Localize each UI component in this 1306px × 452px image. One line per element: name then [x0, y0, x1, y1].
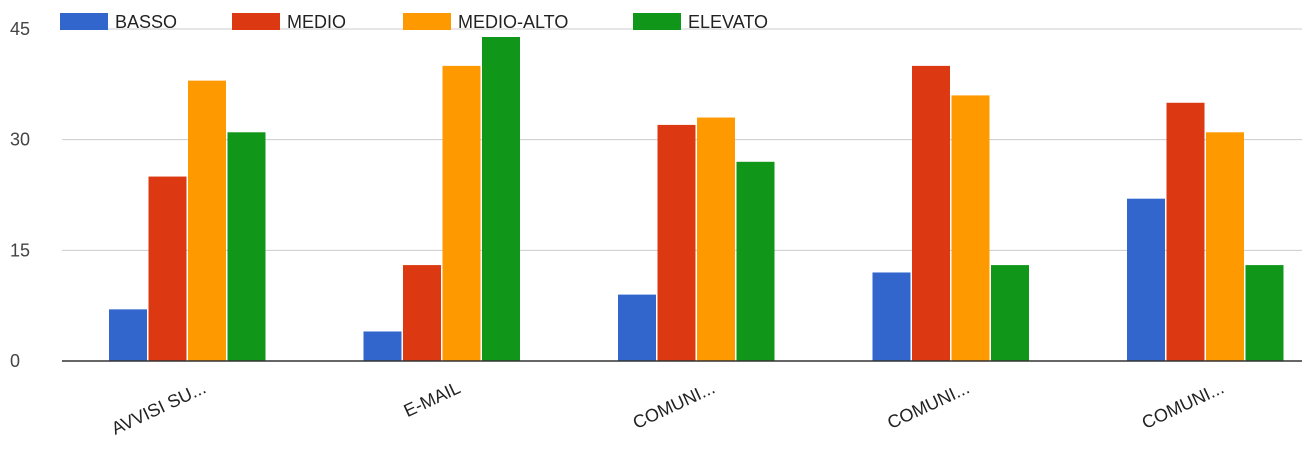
bar-basso [109, 309, 147, 361]
bar-medio [403, 265, 441, 361]
legend-label: ELEVATO [688, 12, 768, 32]
bar-elevato [227, 132, 266, 361]
bar-group [109, 80, 266, 362]
x-category-label: E-MAIL [401, 377, 464, 420]
x-category-label: COMUNI... [1139, 377, 1227, 432]
bar-elevato [482, 37, 520, 361]
legend-item-elevato: ELEVATO [633, 12, 768, 32]
x-category-label: AVVISI SU... [108, 377, 209, 438]
y-tick-label: 30 [10, 130, 30, 150]
y-axis: 0 15 30 45 [10, 19, 30, 371]
y-tick-label: 45 [10, 19, 30, 39]
legend-swatch [232, 13, 280, 30]
bar-group [872, 65, 1029, 362]
bar-medio-alto [697, 117, 735, 362]
bar-basso [363, 331, 402, 361]
bar-group [618, 117, 775, 362]
y-tick-label: 15 [10, 240, 30, 260]
bar-basso [872, 272, 911, 361]
bars [109, 37, 1284, 362]
bar-basso [618, 294, 656, 361]
bar-medio-alto [1206, 132, 1244, 361]
x-category-label: COMUNI... [884, 377, 972, 432]
bar-medio [1166, 102, 1205, 362]
bar-group [1127, 102, 1284, 362]
bar-medio [657, 124, 696, 362]
legend-label: MEDIO [287, 12, 346, 32]
x-axis: AVVISI SU... E-MAIL COMUNI... COMUNI... COMU… [108, 377, 1227, 438]
legend-swatch [633, 13, 681, 30]
bar-medio-alto [442, 65, 481, 361]
bar-medio [912, 65, 950, 361]
legend: BASSO MEDIO MEDIO-ALTO ELEVATO [60, 12, 768, 32]
bar-elevato [736, 161, 775, 361]
x-category-label: COMUNI... [630, 377, 718, 432]
legend-item-medio: MEDIO [232, 12, 346, 32]
legend-label: BASSO [115, 12, 177, 32]
legend-label: MEDIO-ALTO [458, 12, 568, 32]
bar-medio [148, 176, 187, 361]
legend-swatch [60, 13, 108, 30]
y-tick-label: 0 [10, 351, 20, 371]
bar-basso [1127, 198, 1165, 361]
legend-swatch [403, 13, 451, 30]
bar-medio-alto [951, 95, 990, 362]
bar-elevato [991, 265, 1029, 361]
bar-group [363, 37, 520, 361]
bar-elevato [1245, 265, 1284, 361]
legend-item-basso: BASSO [60, 12, 177, 32]
bar-medio-alto [188, 80, 226, 362]
legend-item-medio-alto: MEDIO-ALTO [403, 12, 568, 32]
